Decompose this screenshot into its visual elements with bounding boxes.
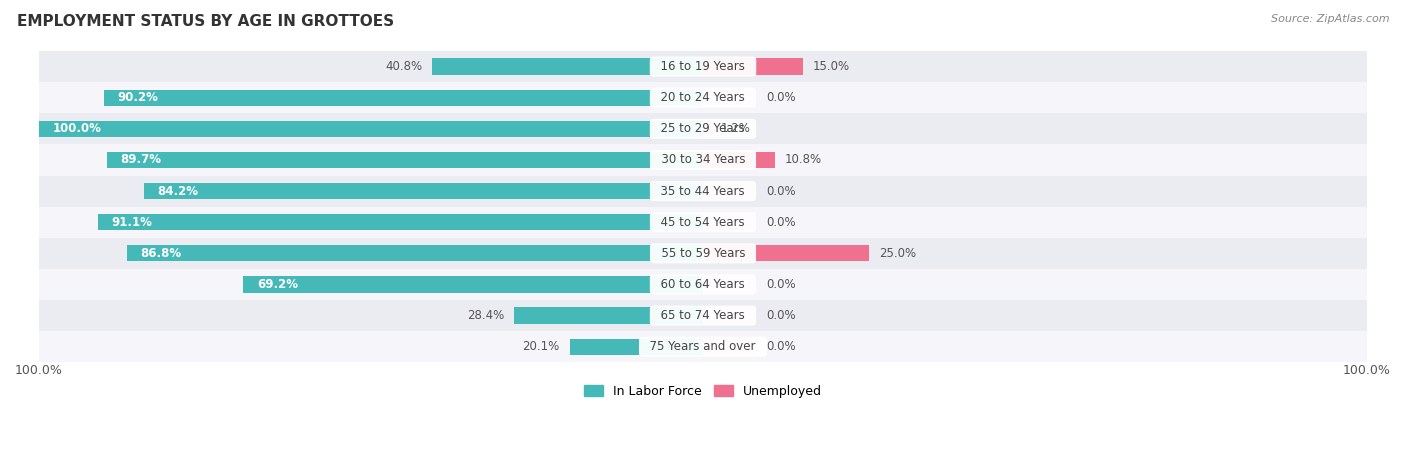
Bar	[703, 245, 869, 261]
Bar	[107, 152, 703, 168]
Bar	[39, 207, 1367, 238]
Text: 60 to 64 Years: 60 to 64 Years	[654, 278, 752, 291]
Bar	[39, 269, 1367, 300]
Bar	[432, 58, 703, 75]
Bar	[515, 307, 703, 324]
Text: 15.0%: 15.0%	[813, 60, 849, 73]
Text: 90.2%: 90.2%	[117, 91, 157, 104]
Text: 0.0%: 0.0%	[766, 184, 796, 198]
Bar	[39, 176, 1367, 207]
Text: 1.2%: 1.2%	[721, 122, 751, 135]
Bar	[703, 183, 756, 199]
Bar	[703, 214, 756, 230]
Text: 89.7%: 89.7%	[121, 153, 162, 166]
Bar	[39, 300, 1367, 331]
Legend: In Labor Force, Unemployed: In Labor Force, Unemployed	[579, 380, 827, 403]
Bar	[104, 90, 703, 106]
Text: 30 to 34 Years: 30 to 34 Years	[654, 153, 752, 166]
Text: 55 to 59 Years: 55 to 59 Years	[654, 247, 752, 260]
Bar	[39, 51, 1367, 82]
Bar	[703, 152, 775, 168]
Bar	[703, 58, 803, 75]
Bar	[98, 214, 703, 230]
Bar	[39, 238, 1367, 269]
Text: Source: ZipAtlas.com: Source: ZipAtlas.com	[1271, 14, 1389, 23]
Text: 0.0%: 0.0%	[766, 278, 796, 291]
Text: 100.0%: 100.0%	[15, 364, 63, 377]
Text: 0.0%: 0.0%	[766, 309, 796, 322]
Text: 45 to 54 Years: 45 to 54 Years	[654, 216, 752, 229]
Text: 25.0%: 25.0%	[879, 247, 917, 260]
Text: 16 to 19 Years: 16 to 19 Years	[654, 60, 752, 73]
Text: 100.0%: 100.0%	[1343, 364, 1391, 377]
Bar	[703, 121, 711, 137]
Text: 20.1%: 20.1%	[522, 340, 560, 353]
Bar	[569, 338, 703, 355]
Bar	[39, 144, 1367, 176]
Text: 40.8%: 40.8%	[385, 60, 422, 73]
Text: 35 to 44 Years: 35 to 44 Years	[654, 184, 752, 198]
Text: 75 Years and over: 75 Years and over	[643, 340, 763, 353]
Text: 28.4%: 28.4%	[467, 309, 505, 322]
Text: 10.8%: 10.8%	[785, 153, 821, 166]
Bar	[703, 276, 756, 292]
Text: 0.0%: 0.0%	[766, 91, 796, 104]
Text: 0.0%: 0.0%	[766, 216, 796, 229]
Bar	[39, 331, 1367, 362]
Text: 84.2%: 84.2%	[157, 184, 198, 198]
Text: 86.8%: 86.8%	[139, 247, 181, 260]
Text: 20 to 24 Years: 20 to 24 Years	[654, 91, 752, 104]
Text: EMPLOYMENT STATUS BY AGE IN GROTTOES: EMPLOYMENT STATUS BY AGE IN GROTTOES	[17, 14, 394, 28]
Text: 65 to 74 Years: 65 to 74 Years	[654, 309, 752, 322]
Bar	[39, 121, 703, 137]
Bar	[703, 90, 756, 106]
Bar	[127, 245, 703, 261]
Bar	[243, 276, 703, 292]
Bar	[39, 82, 1367, 113]
Bar	[703, 307, 756, 324]
Bar	[39, 113, 1367, 144]
Text: 25 to 29 Years: 25 to 29 Years	[654, 122, 752, 135]
Bar	[143, 183, 703, 199]
Text: 69.2%: 69.2%	[257, 278, 298, 291]
Text: 0.0%: 0.0%	[766, 340, 796, 353]
Bar	[703, 338, 756, 355]
Text: 91.1%: 91.1%	[111, 216, 152, 229]
Text: 100.0%: 100.0%	[52, 122, 101, 135]
